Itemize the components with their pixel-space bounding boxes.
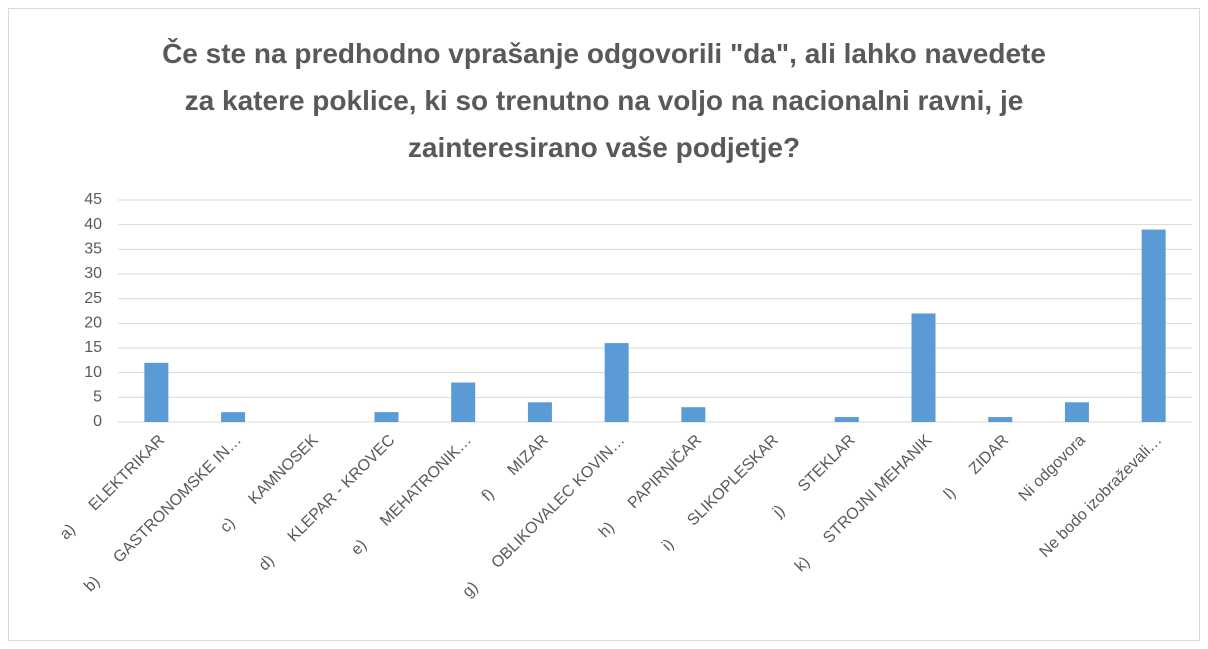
bar [451, 382, 476, 422]
y-tick-label: 5 [93, 389, 102, 406]
x-tick-label: g) OBLIKOVALEC KOVIN… [459, 432, 628, 601]
x-tick-label: f) MIZAR [479, 432, 552, 505]
chart-title: Če ste na predhodno vprašanje odgovorili… [162, 38, 1046, 163]
bar [221, 412, 246, 422]
x-tick-label: l) ZIDAR [941, 432, 1012, 503]
y-tick-label: 45 [84, 191, 102, 208]
x-tick-label: Ne bodo izobraževali… [1036, 432, 1165, 561]
bar [374, 412, 399, 422]
bar [1064, 402, 1089, 422]
x-tick-label: b) GASTRONOMSKE IN… [81, 432, 245, 596]
y-tick-label: 30 [84, 265, 102, 282]
bar [527, 402, 552, 422]
bar [834, 417, 859, 422]
y-tick-label: 10 [84, 364, 102, 381]
bar [1141, 229, 1166, 422]
y-tick-label: 15 [84, 339, 102, 356]
y-tick-label: 40 [84, 216, 102, 233]
bar [144, 362, 169, 422]
bar [604, 343, 629, 422]
chart-border [8, 8, 1200, 641]
y-tick-label: 0 [93, 413, 102, 430]
x-tick-label: Ni odgovora [1016, 432, 1089, 505]
y-tick-label: 25 [84, 290, 102, 307]
x-tick-label: j) STEKLAR [769, 432, 858, 521]
bar [988, 417, 1013, 422]
bar [911, 313, 936, 422]
bar [681, 407, 706, 422]
y-tick-label: 35 [84, 241, 102, 258]
y-tick-label: 20 [84, 315, 102, 332]
x-tick-label: k) STROJNI MEHANIK [792, 432, 936, 576]
x-tick-label: d) KLEPAR - KROVEC [256, 432, 399, 575]
